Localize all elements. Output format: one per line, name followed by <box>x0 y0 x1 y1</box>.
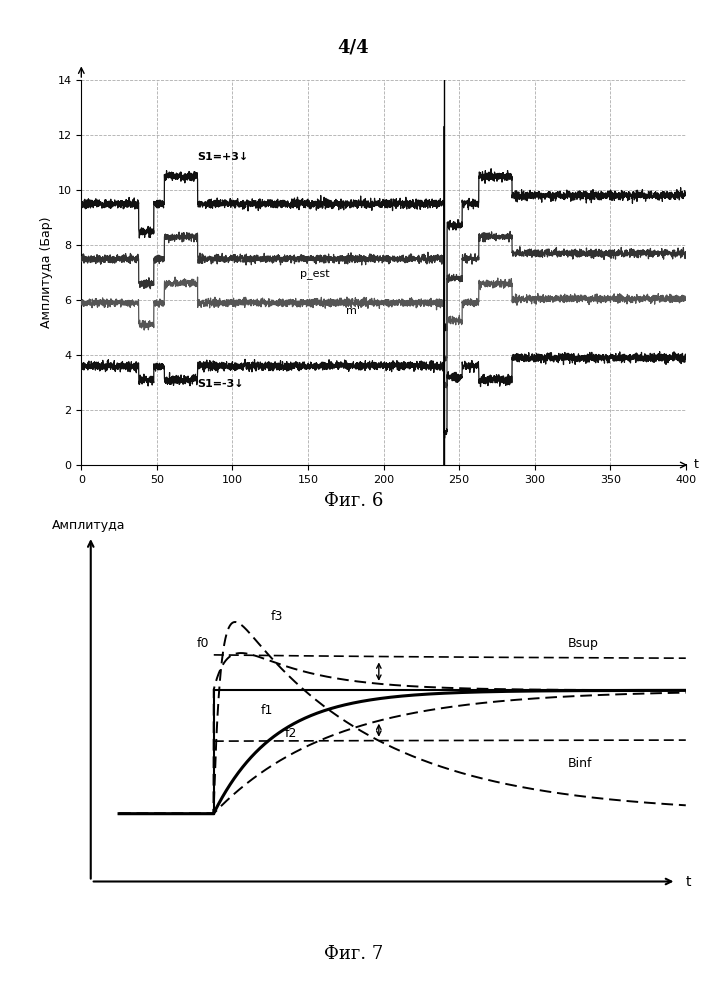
Text: Фиг. 7: Фиг. 7 <box>324 945 383 963</box>
Text: t: t <box>686 874 691 889</box>
Text: f2: f2 <box>284 727 297 740</box>
Text: Фиг. 6: Фиг. 6 <box>324 492 383 510</box>
Text: Амплитуда: Амплитуда <box>52 519 125 532</box>
Text: f3: f3 <box>270 609 283 622</box>
Text: p_est: p_est <box>300 269 330 280</box>
Text: Binf: Binf <box>568 757 592 770</box>
Text: m': m' <box>346 306 360 316</box>
Text: f0: f0 <box>197 637 209 650</box>
Text: S1=+3↓: S1=+3↓ <box>198 152 249 162</box>
Y-axis label: Амплитуда (Бар): Амплитуда (Бар) <box>40 217 53 328</box>
Text: Bsup: Bsup <box>568 637 599 650</box>
Text: t: t <box>694 458 699 472</box>
Text: f1: f1 <box>261 704 273 717</box>
Text: 4/4: 4/4 <box>338 38 369 56</box>
Text: S1=-3↓: S1=-3↓ <box>198 379 245 389</box>
